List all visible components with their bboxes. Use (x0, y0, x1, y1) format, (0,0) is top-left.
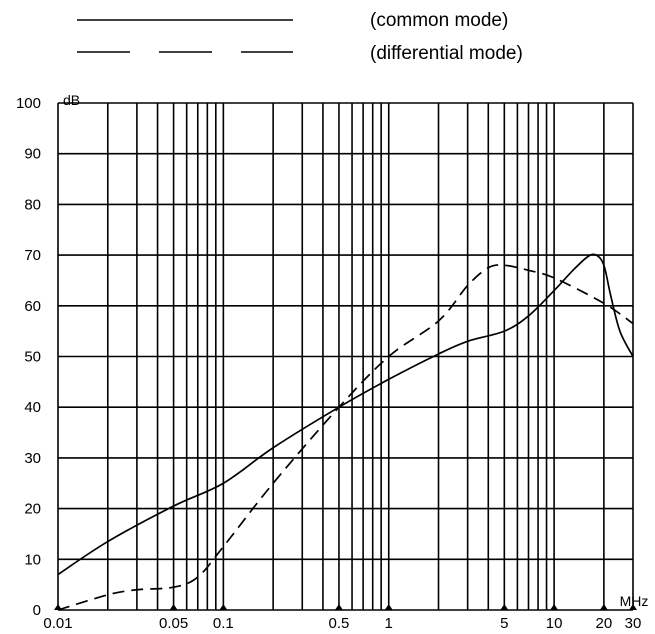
legend-label-common-mode: (common mode) (370, 10, 508, 31)
x-tick-marker (629, 604, 637, 610)
y-tick-label: 0 (33, 602, 41, 619)
y-tick-label: 30 (24, 450, 41, 467)
x-tick-label: 0.05 (159, 615, 188, 632)
y-tick-label: 10 (24, 551, 41, 568)
legend: (common mode) (differential mode) (77, 10, 523, 64)
y-axis-unit: dB (63, 92, 80, 108)
x-tick-marker (500, 604, 509, 610)
y-axis-ticks: 0 10 20 30 40 50 60 70 80 90 100 (16, 95, 41, 619)
grid (57, 102, 634, 611)
x-tick-label: 0.5 (329, 615, 350, 632)
series-line-common-mode (57, 253, 634, 576)
series-line-differential-mode (57, 264, 634, 611)
x-tick-label: 5 (500, 615, 508, 632)
x-tick-label: 1 (385, 615, 393, 632)
y-tick-label: 40 (24, 399, 41, 416)
x-tick-marker (334, 604, 343, 610)
x-tick-marker (54, 604, 62, 610)
curves (57, 253, 634, 611)
x-tick-label: 10 (546, 615, 563, 632)
x-tick-label: 30 (625, 615, 642, 632)
x-tick-marker (599, 604, 608, 610)
y-tick-label: 100 (16, 95, 41, 112)
x-tick-marker (169, 604, 178, 610)
legend-label-differential-mode: (differential mode) (370, 43, 523, 64)
y-tick-label: 60 (24, 298, 41, 315)
y-tick-label: 50 (24, 349, 41, 366)
x-tick-marker (384, 604, 393, 610)
x-tick-label: 0.01 (43, 615, 72, 632)
y-tick-label: 90 (24, 146, 41, 163)
x-axis-ticks: 0.01 0.05 0.1 0.5 1 5 10 20 30 (43, 604, 641, 632)
x-axis-unit: MHz (620, 593, 649, 609)
y-tick-label: 80 (24, 196, 41, 213)
y-tick-label: 20 (24, 501, 41, 518)
x-tick-label: 20 (596, 615, 613, 632)
y-tick-label: 70 (24, 247, 41, 264)
x-tick-marker (219, 604, 228, 610)
x-tick-marker (550, 604, 559, 610)
x-tick-label: 0.1 (213, 615, 234, 632)
